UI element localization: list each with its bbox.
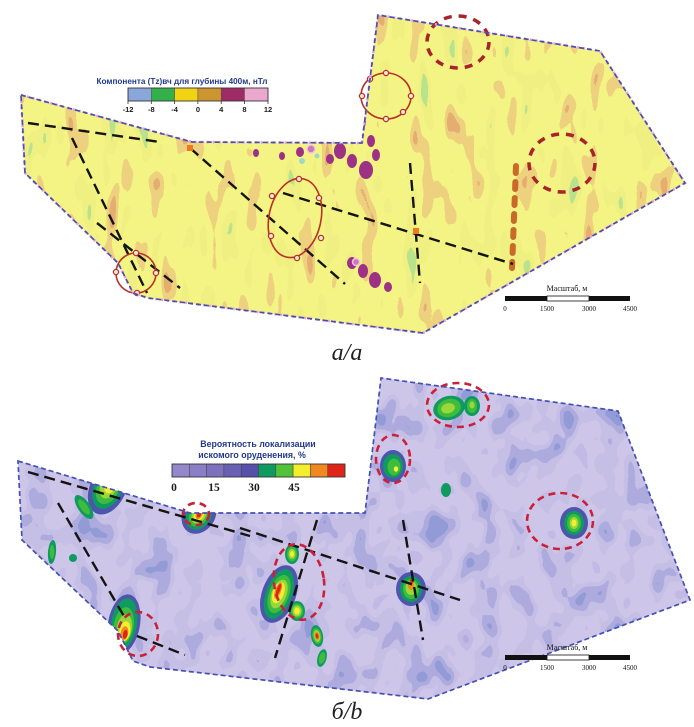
scale-bar-b-label: 0 — [503, 664, 507, 672]
legend-a-tick: 0 — [196, 105, 200, 114]
legend-b-title-line1: Вероятность локализации — [200, 439, 315, 449]
fault-line — [70, 137, 149, 294]
survey-border — [17, 377, 692, 700]
scale-bar-b: Масштаб, м 0 1500 3000 4500 — [503, 643, 637, 672]
hotspot — [285, 544, 299, 564]
target-zones-a — [425, 14, 597, 194]
scale-bar-b-label: 1500 — [540, 664, 555, 672]
hotspot — [380, 450, 406, 482]
legend-b-swatch — [171, 463, 190, 478]
legend-b-swatch — [223, 463, 242, 478]
legend-b-title-line2: искомого оруденения, % — [198, 450, 306, 460]
scale-bar-b-label: 4500 — [623, 664, 638, 672]
scale-bar-a: Масштаб, м 0 1500 3000 4500 — [503, 284, 637, 313]
legend-a: Компонента (Тz)вч для глубины 400м, нТл … — [93, 72, 275, 114]
legend-b-tick: 30 — [248, 482, 260, 494]
legend-a-swatch — [127, 87, 152, 102]
legend-b-swatch — [240, 463, 259, 478]
scale-bar-a-title: Масштаб, м — [547, 284, 588, 293]
map-panel-a: Компонента (Тz)вч для глубины 400м, нТл … — [19, 13, 687, 335]
legend-b-tick: 45 — [288, 482, 300, 494]
legend-a-title: Компонента (Тz)вч для глубины 400м, нТл — [97, 76, 268, 86]
legend-b-swatch — [292, 463, 311, 478]
legend-b-swatch — [189, 463, 207, 478]
hotspot — [47, 483, 451, 564]
target-zone-ellipse — [425, 381, 491, 429]
fault-node-markers — [187, 145, 419, 234]
scale-bar-b-label: 3000 — [582, 664, 597, 672]
legend-a-swatch — [151, 87, 175, 102]
legend-a-tick: -12 — [123, 105, 134, 114]
legend-b-tick: 15 — [208, 482, 220, 494]
orange-lineament-chain — [509, 163, 519, 271]
scale-bar-a-label: 3000 — [582, 305, 597, 313]
legend-a-swatch — [220, 87, 245, 102]
legend-b-swatch — [310, 463, 328, 478]
fault-line — [189, 147, 346, 285]
target-zone-ellipse — [527, 132, 597, 194]
hotspot — [260, 565, 298, 623]
target-zone-ellipse — [116, 610, 160, 658]
legend-b-tick: 0 — [171, 482, 177, 494]
legend-b-swatch — [206, 463, 225, 478]
map-panel-b: Вероятность локализации искомого орудене… — [17, 377, 692, 700]
legend-b-swatch — [275, 463, 294, 478]
hotspot — [310, 625, 324, 647]
legend-a-tick: -8 — [148, 105, 155, 114]
legend-a-tick: 4 — [219, 105, 224, 114]
scale-bar-b-title: Масштаб, м — [547, 643, 588, 652]
scale-bar-a-label: 4500 — [623, 305, 638, 313]
target-zone-ellipse — [525, 491, 595, 551]
fault-line — [136, 634, 186, 657]
magnetic-field-texture — [21, 15, 685, 333]
fault-line — [401, 519, 425, 641]
fault-line — [56, 502, 127, 619]
fault-line — [27, 121, 161, 144]
legend-a-tick: 12 — [264, 105, 272, 114]
legend-a-swatch — [197, 87, 222, 102]
legend-a-swatch — [174, 87, 199, 102]
hotspot — [317, 649, 327, 667]
survey-area-a — [21, 15, 685, 333]
fault-line — [27, 470, 251, 538]
legend-b-swatch — [258, 463, 277, 478]
survey-border — [20, 14, 687, 334]
fault-line — [239, 526, 461, 602]
legend-a-swatch — [244, 87, 269, 102]
legend-b-swatch — [327, 463, 346, 478]
legend-a-tickmarks — [127, 101, 269, 104]
hotspot — [433, 395, 465, 421]
legend-a-tick: -4 — [171, 105, 178, 114]
target-zone-ellipse — [181, 501, 211, 527]
legend-b: Вероятность локализации искомого орудене… — [166, 434, 350, 496]
hotspot — [464, 396, 480, 416]
scale-bar-a-label: 0 — [503, 305, 507, 313]
hotspot — [74, 495, 94, 519]
target-zones-b — [116, 381, 595, 658]
ore-ellipse — [267, 177, 323, 259]
scale-bar-a-label: 1500 — [540, 305, 555, 313]
caption-panel-a: a/a — [331, 340, 363, 366]
hotspot — [560, 507, 588, 539]
legend-b-frame — [171, 463, 346, 478]
target-zone-ellipse — [425, 14, 491, 70]
fault-line — [408, 162, 422, 284]
legend-a-tick: 8 — [242, 105, 246, 114]
fault-lines-b — [27, 470, 461, 659]
caption-panel-b: б/b — [331, 699, 363, 725]
hotspot — [396, 572, 426, 606]
fault-line — [96, 222, 181, 289]
target-zone-ellipse — [374, 433, 412, 485]
target-zone-ellipse — [272, 542, 326, 622]
fault-line — [273, 519, 319, 659]
